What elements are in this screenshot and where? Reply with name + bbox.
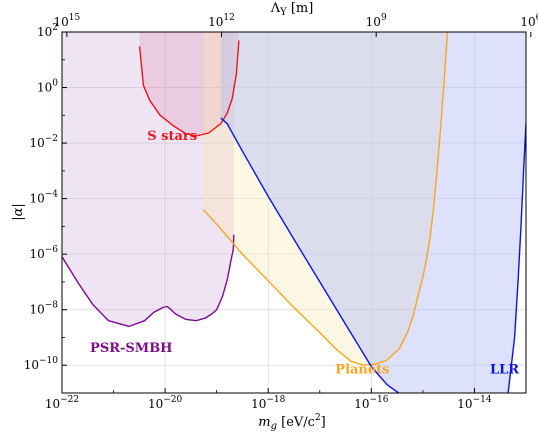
y-axis-label: |α| (11, 203, 26, 221)
y-tick-label: 100 (37, 79, 58, 95)
series-label-psr-smbh: PSR-SMBH (90, 341, 172, 356)
x-axis-label-unit: [eV/c (277, 415, 315, 430)
top-axis-label-main: Λ (270, 1, 281, 16)
grid (61, 31, 526, 393)
x-tick-label: 10−18 (251, 395, 286, 411)
curve-psr-smbh (62, 234, 235, 328)
y-tick-label: 10−10 (24, 356, 59, 372)
top-tick-label: 106 (520, 13, 538, 29)
series-label-s-stars: S stars (147, 129, 197, 144)
plot-frame (61, 31, 527, 394)
bound-curves (62, 32, 526, 393)
x-axis-label: mg [eV/c2] (258, 413, 326, 432)
y-tick-label: 10−2 (29, 134, 58, 150)
x-axis-label-main: m (258, 415, 270, 430)
y-tick-label: 10−6 (29, 245, 58, 261)
top-tick-label: 1015 (53, 13, 80, 29)
y-tick-label: 10−4 (29, 190, 58, 206)
x-tick-label: 10−20 (148, 395, 183, 411)
curve-llr (220, 117, 526, 393)
top-axis-label-sub: Y (279, 7, 287, 18)
top-axis-label-unit: [m] (287, 1, 314, 16)
top-tick-label: 109 (366, 13, 387, 29)
series-label-planets: Planets (335, 363, 389, 378)
series-label-llr: LLR (490, 363, 519, 378)
x-tick-label: 10−22 (45, 395, 79, 411)
series-labels: S stars PSR-SMBH Planets LLR (90, 129, 519, 378)
top-axis-label: ΛY [m] (270, 1, 314, 18)
y-tick-label: 102 (37, 23, 58, 39)
curve-planets (202, 32, 449, 366)
exclusion-regions (62, 32, 526, 393)
region-s-stars (139, 32, 239, 136)
curve-s-stars (138, 40, 240, 137)
top-tick-label: 1012 (208, 13, 235, 29)
x-tick-label: 10−14 (457, 395, 492, 411)
x-axis-label-unit-close: ] (321, 415, 326, 430)
axis-ticks: 10−22 10−20 10−18 10−16 10−14 102 100 10−2 10−4 1… (24, 13, 538, 411)
region-planets (203, 32, 448, 366)
region-llr (220, 32, 526, 393)
x-tick-label: 10−16 (354, 395, 389, 411)
region-psr-smbh (62, 32, 234, 327)
x-axis-label-sub: g (271, 421, 277, 432)
y-tick-label: 10−8 (29, 301, 58, 317)
x-axis-label-unit-sup: 2 (315, 413, 321, 423)
